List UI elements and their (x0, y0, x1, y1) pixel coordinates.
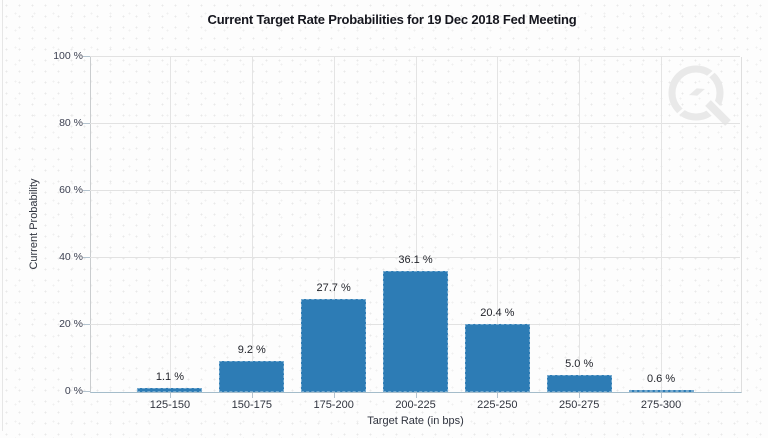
x-tick-mark (169, 393, 171, 398)
y-tick-label: 100 % (53, 50, 83, 62)
chart-title: Current Target Rate Probabilities for 19… (207, 12, 577, 27)
x-gridline (579, 57, 581, 392)
bar-value-label: 5.0 % (565, 358, 594, 371)
x-tick-label: 125-150 (149, 399, 191, 411)
x-gridline (169, 57, 171, 392)
y-tick-mark (83, 257, 90, 258)
y-tick-mark (83, 190, 90, 191)
x-tick-mark (251, 393, 253, 398)
page-left-edge-divider (2, 0, 3, 431)
y-tick-label: 60 % (59, 184, 83, 196)
bar-225-250[interactable] (464, 323, 530, 392)
y-tick-label: 20 % (59, 318, 83, 330)
bar-275-300[interactable] (628, 389, 694, 392)
x-gridline (497, 57, 499, 392)
bar-value-label: 1.1 % (155, 371, 184, 384)
x-tick-mark (579, 393, 581, 398)
x-tick-mark (661, 393, 663, 398)
bar-150-175[interactable] (219, 361, 285, 392)
x-tick-mark (415, 393, 417, 398)
bar-value-label: 20.4 % (480, 306, 515, 319)
x-gridline (415, 57, 417, 392)
x-axis-title: Target Rate (in bps) (367, 415, 464, 427)
x-gridline (333, 57, 335, 392)
x-tick-label: 225-250 (477, 399, 518, 411)
x-tick-label: 275-300 (640, 399, 682, 411)
y-gridline (90, 56, 740, 57)
bar-value-label: 9.2 % (237, 344, 266, 357)
bar-250-275[interactable] (546, 375, 612, 392)
bar-value-label: 0.6 % (646, 372, 676, 385)
y-tick-mark (83, 123, 90, 124)
y-gridline (90, 257, 740, 258)
x-tick-label: 250-275 (559, 399, 600, 411)
bar-200-225[interactable] (383, 271, 448, 392)
y-tick-label: 40 % (59, 251, 83, 263)
y-gridline (90, 123, 740, 124)
bar-125-150[interactable] (137, 388, 203, 392)
x-tick-label: 200-225 (395, 399, 436, 411)
x-tick-mark (333, 393, 335, 398)
y-tick-mark (83, 391, 90, 392)
quikstrike-logo-watermark (667, 60, 733, 128)
bar-value-label: 36.1 % (398, 254, 433, 267)
x-tick-label: 150-175 (231, 399, 272, 411)
y-tick-mark (83, 324, 90, 325)
bar-value-label: 27.7 % (316, 282, 351, 295)
x-tick-label: 175-200 (313, 399, 354, 411)
y-tick-label: 80 % (59, 117, 83, 129)
x-tick-mark (497, 393, 499, 398)
y-gridline (90, 190, 740, 191)
y-tick-label: 0 % (64, 385, 83, 397)
x-gridline (661, 57, 663, 392)
y-tick-mark (83, 56, 90, 57)
x-gridline (251, 57, 253, 392)
bar-175-200[interactable] (301, 299, 367, 392)
